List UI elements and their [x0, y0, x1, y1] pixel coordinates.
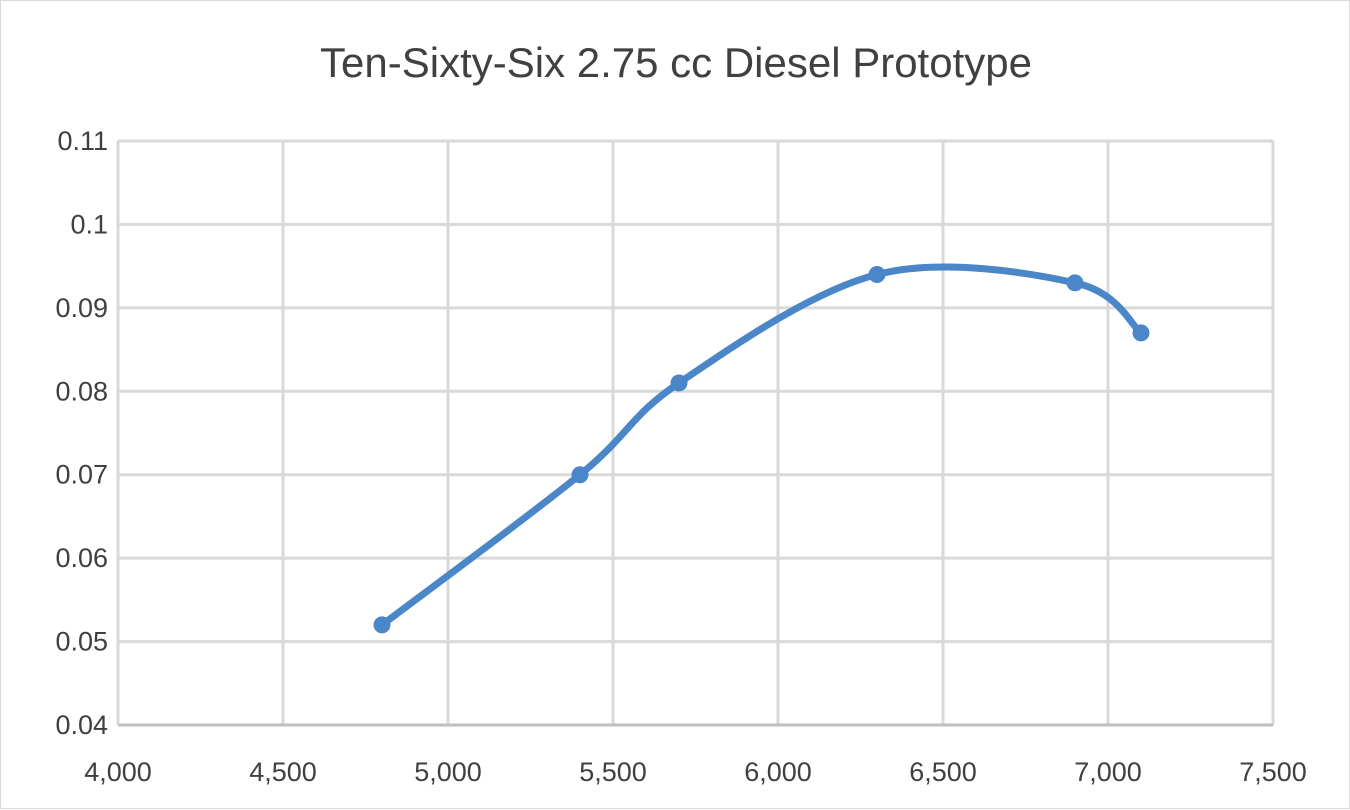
y-tick-label: 0.08 — [55, 376, 108, 406]
data-point — [868, 265, 886, 283]
y-tick-label: 0.05 — [55, 627, 108, 657]
chart-title: Ten-Sixty-Six 2.75 cc Diesel Prototype — [320, 39, 1032, 86]
markers — [373, 265, 1150, 634]
x-tick-label: 4,000 — [84, 757, 152, 787]
y-tick-label: 0.1 — [70, 209, 108, 239]
x-tick-label: 5,500 — [579, 757, 647, 787]
data-point — [571, 466, 589, 484]
series-line — [378, 263, 1145, 629]
y-tick-label: 0.11 — [57, 126, 108, 156]
series-layer — [378, 263, 1145, 629]
y-tick-label: 0.09 — [55, 293, 108, 323]
x-tick-label: 6,000 — [744, 757, 812, 787]
data-point — [670, 374, 688, 392]
x-tick-label: 6,500 — [909, 757, 977, 787]
y-tick-label: 0.04 — [55, 710, 108, 740]
x-tick-label: 7,000 — [1074, 757, 1142, 787]
x-tick-label: 7,500 — [1239, 757, 1307, 787]
axes: 4,000 4,500 5,000 5,500 6,000 6,500 7,000 7,500… — [55, 126, 1306, 787]
grid — [116, 139, 1275, 727]
x-tick-label: 4,500 — [249, 757, 317, 787]
y-tick-label: 0.06 — [55, 543, 108, 573]
data-point — [1066, 274, 1084, 292]
y-tick-label: 0.07 — [55, 460, 108, 490]
x-tick-label: 5,000 — [414, 757, 482, 787]
data-point — [1132, 324, 1150, 342]
data-point — [373, 616, 391, 634]
